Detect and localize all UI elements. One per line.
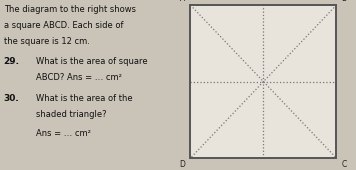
Text: 30.: 30. — [4, 94, 19, 103]
Text: a square ABCD. Each side of: a square ABCD. Each side of — [4, 21, 123, 30]
Text: B: B — [342, 0, 347, 3]
Text: D: D — [180, 160, 185, 169]
Text: What is the area of the: What is the area of the — [36, 94, 132, 103]
Text: ABCD? Ans = … cm²: ABCD? Ans = … cm² — [36, 73, 121, 82]
Text: 29.: 29. — [4, 57, 20, 66]
Text: C: C — [342, 160, 347, 169]
Polygon shape — [190, 5, 336, 158]
Text: The diagram to the right shows: The diagram to the right shows — [4, 5, 136, 14]
Text: Ans = … cm²: Ans = … cm² — [36, 130, 90, 138]
Text: A: A — [180, 0, 185, 3]
Text: shaded triangle?: shaded triangle? — [36, 110, 106, 119]
Text: the square is 12 cm.: the square is 12 cm. — [4, 37, 89, 46]
Text: What is the area of square: What is the area of square — [36, 57, 147, 66]
